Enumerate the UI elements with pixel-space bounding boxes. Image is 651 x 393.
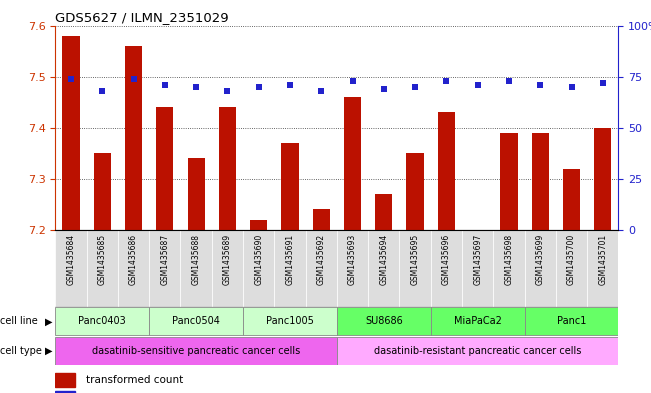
Bar (368, 230, 400, 307)
Text: GSM1435686: GSM1435686 (129, 234, 138, 285)
Bar (501, 133, 518, 230)
Bar (344, 97, 361, 230)
Text: GSM1435691: GSM1435691 (286, 234, 294, 285)
Text: GSM1435693: GSM1435693 (348, 234, 357, 285)
Bar (219, 107, 236, 230)
Bar (55, 336, 337, 365)
Bar (406, 153, 424, 230)
Bar (337, 307, 431, 336)
Bar (493, 230, 525, 307)
Bar (525, 230, 556, 307)
Bar (55, 307, 149, 336)
Text: GSM1435688: GSM1435688 (191, 234, 201, 285)
Bar (305, 230, 337, 307)
Bar (118, 230, 149, 307)
Bar (337, 230, 368, 307)
Text: GSM1435696: GSM1435696 (442, 234, 451, 285)
Point (222, 88, 232, 94)
Bar (250, 220, 268, 230)
Text: GDS5627 / ILMN_2351029: GDS5627 / ILMN_2351029 (55, 11, 229, 24)
Text: GSM1435701: GSM1435701 (598, 234, 607, 285)
Bar (556, 230, 587, 307)
Point (473, 82, 483, 88)
Bar (125, 46, 142, 230)
Point (159, 82, 170, 88)
Point (97, 88, 107, 94)
Bar (532, 133, 549, 230)
Text: GSM1435684: GSM1435684 (66, 234, 76, 285)
Text: Panc0504: Panc0504 (172, 316, 220, 326)
Bar (431, 230, 462, 307)
Bar (563, 169, 580, 230)
Text: GSM1435698: GSM1435698 (505, 234, 514, 285)
Text: ▶: ▶ (45, 346, 53, 356)
Bar (594, 128, 611, 230)
Text: GSM1435700: GSM1435700 (567, 234, 576, 285)
Bar (149, 230, 180, 307)
Text: cell type: cell type (0, 346, 42, 356)
Bar (94, 153, 111, 230)
Bar (431, 307, 525, 336)
Text: GSM1435694: GSM1435694 (380, 234, 388, 285)
Text: Panc0403: Panc0403 (78, 316, 126, 326)
Bar (180, 230, 212, 307)
Bar (400, 230, 431, 307)
Text: GSM1435697: GSM1435697 (473, 234, 482, 285)
Text: GSM1435685: GSM1435685 (98, 234, 107, 285)
Bar (525, 307, 618, 336)
Text: dasatinib-resistant pancreatic cancer cells: dasatinib-resistant pancreatic cancer ce… (374, 346, 581, 356)
Bar (187, 158, 204, 230)
Text: dasatinib-sensitive pancreatic cancer cells: dasatinib-sensitive pancreatic cancer ce… (92, 346, 300, 356)
Text: GSM1435695: GSM1435695 (411, 234, 420, 285)
Point (316, 88, 326, 94)
Point (191, 84, 201, 90)
Bar (149, 307, 243, 336)
Bar (62, 36, 79, 230)
Text: GSM1435690: GSM1435690 (254, 234, 263, 285)
Text: ▶: ▶ (45, 316, 53, 326)
Bar (462, 230, 493, 307)
Text: transformed count: transformed count (87, 375, 184, 385)
Point (598, 80, 608, 86)
Bar (55, 391, 75, 393)
Bar (156, 107, 173, 230)
Bar (437, 112, 455, 230)
Point (379, 86, 389, 92)
Point (66, 75, 76, 82)
Text: MiaPaCa2: MiaPaCa2 (454, 316, 502, 326)
Point (128, 75, 139, 82)
Text: GSM1435699: GSM1435699 (536, 234, 545, 285)
Bar (243, 230, 274, 307)
Bar (243, 307, 337, 336)
Text: cell line: cell line (0, 316, 38, 326)
Bar (337, 336, 618, 365)
Text: SU8686: SU8686 (365, 316, 403, 326)
Bar (87, 230, 118, 307)
Bar (212, 230, 243, 307)
Point (284, 82, 295, 88)
Point (348, 77, 358, 84)
Bar (55, 373, 75, 387)
Text: GSM1435692: GSM1435692 (317, 234, 326, 285)
Text: Panc1005: Panc1005 (266, 316, 314, 326)
Bar (281, 143, 299, 230)
Point (410, 84, 421, 90)
Bar (55, 230, 87, 307)
Point (535, 82, 546, 88)
Text: GSM1435689: GSM1435689 (223, 234, 232, 285)
Bar (312, 209, 330, 230)
Bar (587, 230, 618, 307)
Point (441, 77, 452, 84)
Point (504, 77, 514, 84)
Text: Panc1: Panc1 (557, 316, 586, 326)
Text: GSM1435687: GSM1435687 (160, 234, 169, 285)
Point (566, 84, 577, 90)
Point (253, 84, 264, 90)
Bar (274, 230, 305, 307)
Bar (375, 194, 393, 230)
